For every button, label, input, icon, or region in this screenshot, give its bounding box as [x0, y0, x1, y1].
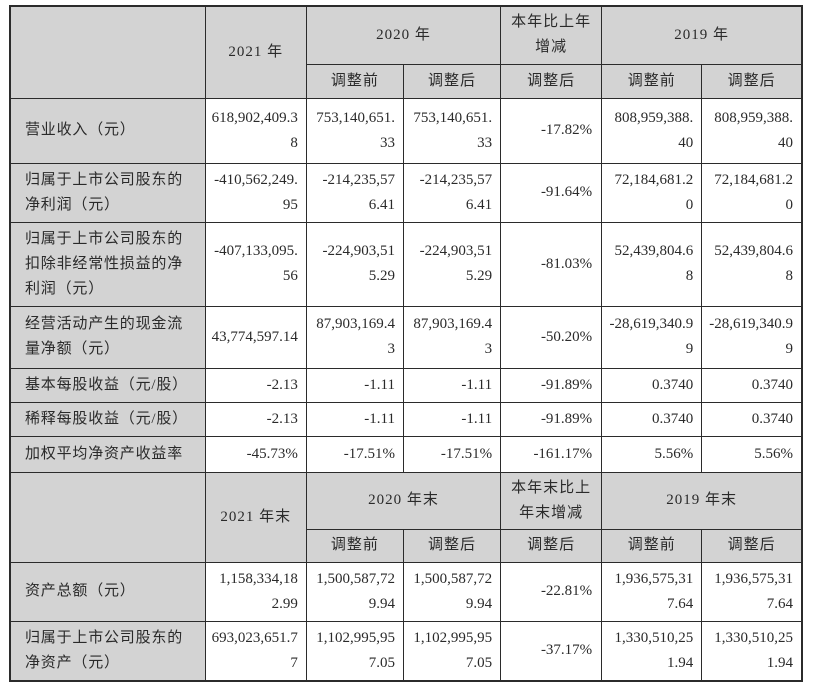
value-2020-before: -1.11: [305, 367, 404, 403]
value-2019-before: 1,330,510,251.94: [601, 620, 703, 682]
subheader-2020-adjust-after: 调整后: [402, 63, 502, 99]
value-2019-after: 72,184,681.20: [701, 162, 803, 223]
value-2021: 618,902,409.38: [204, 97, 307, 164]
balance-adjust-header-row: 调整前 调整后 调整后 调整前 调整后: [10, 528, 803, 563]
row-label: 营业收入（元）: [9, 97, 206, 164]
table-row-net-profit: 归属于上市公司股东的净利润（元） -410,562,249.95 -214,23…: [9, 162, 803, 223]
value-2020-before: -17.51%: [305, 435, 404, 473]
value-2019-before: 1,936,575,317.64: [601, 561, 703, 622]
value-2019-before: 52,439,804.68: [601, 221, 703, 307]
col-header-2020: 2020 年: [305, 5, 502, 65]
table-row-total-assets: 资产总额（元） 1,158,334,182.99 1,500,587,729.9…: [9, 561, 803, 622]
row-label: 归属于上市公司股东的扣除非经常性损益的净利润（元）: [9, 221, 206, 307]
value-2019-after: 1,330,510,251.94: [701, 620, 803, 682]
table-row-diluted-eps: 稀释每股收益（元/股） -2.13 -1.11 -1.11 -91.89% 0.…: [9, 401, 803, 437]
col-header-2021: 2021 年: [204, 5, 307, 99]
value-2020-before: 753,140,651.33: [305, 97, 404, 164]
row-label: 经营活动产生的现金流量净额（元）: [9, 305, 206, 369]
value-2019-before: 72,184,681.20: [601, 162, 703, 223]
value-change: -81.03%: [500, 221, 603, 307]
table-row-operating-cash-flow: 经营活动产生的现金流量净额（元） 43,774,597.14 87,903,16…: [9, 305, 803, 369]
value-2019-after: 5.56%: [701, 435, 803, 473]
value-2021: -2.13: [204, 367, 307, 403]
col-header-2019: 2019 年: [601, 5, 803, 65]
value-2019-before: -28,619,340.99: [601, 305, 703, 369]
value-change: -91.89%: [500, 367, 603, 403]
value-2019-after: 52,439,804.68: [701, 221, 803, 307]
subheader-2019-adjust-after: 调整后: [701, 528, 803, 563]
value-2020-before: -214,235,576.41: [305, 162, 404, 223]
value-2020-before: 87,903,169.43: [305, 305, 404, 369]
value-2020-after: -17.51%: [402, 435, 502, 473]
value-change: -161.17%: [500, 435, 603, 473]
value-2020-after: -224,903,515.29: [402, 221, 502, 307]
subheader-2019-adjust-before: 调整前: [601, 63, 703, 99]
balance-period-header-row: 2021 年末 2020 年末 本年末比上年末增减 2019 年末: [9, 471, 803, 563]
subheader-2020-adjust-after: 调整后: [402, 528, 502, 563]
value-2021: 1,158,334,182.99: [204, 561, 307, 622]
value-2019-after: 0.3740: [701, 367, 803, 403]
value-change: -37.17%: [500, 620, 603, 682]
value-change: -50.20%: [500, 305, 603, 369]
value-change: -22.81%: [500, 561, 603, 622]
row-label: 资产总额（元）: [9, 561, 206, 622]
key-financials-table: 2021 年 2020 年 本年比上年增减 2019 年 调整前 调整后 调整后…: [9, 5, 803, 682]
table-row-net-profit-excl-nonrecurring: 归属于上市公司股东的扣除非经常性损益的净利润（元） -407,133,095.5…: [9, 221, 803, 307]
value-2021: -407,133,095.56: [204, 221, 307, 307]
row-label: 归属于上市公司股东的净资产（元）: [9, 620, 206, 682]
col-header-2019-end: 2019 年末: [601, 471, 803, 530]
value-2020-before: -1.11: [305, 401, 404, 437]
value-2021: -410,562,249.95: [204, 162, 307, 223]
value-2020-after: -1.11: [402, 367, 502, 403]
value-2021: 693,023,651.77: [204, 620, 307, 682]
subheader-2020-adjust-before: 调整前: [305, 63, 404, 99]
col-header-yoy-change: 本年比上年增减: [500, 5, 603, 65]
value-2021: -2.13: [204, 401, 307, 437]
col-header-2021-end: 2021 年末: [204, 471, 307, 563]
value-2019-after: 808,959,388.40: [701, 97, 803, 164]
value-2021: 43,774,597.14: [204, 305, 307, 369]
value-2020-after: -214,235,576.41: [402, 162, 502, 223]
value-change: -17.82%: [500, 97, 603, 164]
value-change: -91.64%: [500, 162, 603, 223]
row-label: 稀释每股收益（元/股）: [9, 401, 206, 437]
col-header-yoy-end-change: 本年末比上年末增减: [500, 471, 603, 530]
value-2020-after: -1.11: [402, 401, 502, 437]
value-2020-before: 1,102,995,957.05: [305, 620, 404, 682]
corner-cell: [9, 5, 206, 99]
row-label: 加权平均净资产收益率: [9, 435, 206, 473]
subheader-change-adjust-after: 调整后: [500, 528, 603, 563]
table-row-revenue: 营业收入（元） 618,902,409.38 753,140,651.33 75…: [9, 97, 803, 164]
value-2019-before: 808,959,388.40: [601, 97, 703, 164]
subheader-change-adjust-after: 调整后: [500, 63, 603, 99]
value-2019-before: 0.3740: [601, 367, 703, 403]
value-2019-after: 1,936,575,317.64: [701, 561, 803, 622]
value-2019-after: -28,619,340.99: [701, 305, 803, 369]
subheader-2019-adjust-before: 调整前: [601, 528, 703, 563]
col-header-2020-end: 2020 年末: [305, 471, 502, 530]
subheader-2020-adjust-before: 调整前: [305, 528, 404, 563]
value-change: -91.89%: [500, 401, 603, 437]
value-2020-after: 87,903,169.43: [402, 305, 502, 369]
income-adjust-header-row: 调整前 调整后 调整后 调整前 调整后: [10, 63, 803, 99]
table-row-weighted-avg-roe: 加权平均净资产收益率 -45.73% -17.51% -17.51% -161.…: [9, 435, 803, 473]
value-2020-after: 753,140,651.33: [402, 97, 502, 164]
table-row-basic-eps: 基本每股收益（元/股） -2.13 -1.11 -1.11 -91.89% 0.…: [9, 367, 803, 403]
value-2020-before: 1,500,587,729.94: [305, 561, 404, 622]
value-2019-after: 0.3740: [701, 401, 803, 437]
corner-cell: [9, 471, 206, 563]
row-label: 归属于上市公司股东的净利润（元）: [9, 162, 206, 223]
value-2019-before: 0.3740: [601, 401, 703, 437]
subheader-2019-adjust-after: 调整后: [701, 63, 803, 99]
table-row-net-assets: 归属于上市公司股东的净资产（元） 693,023,651.77 1,102,99…: [9, 620, 803, 682]
value-2019-before: 5.56%: [601, 435, 703, 473]
value-2021: -45.73%: [204, 435, 307, 473]
value-2020-after: 1,102,995,957.05: [402, 620, 502, 682]
row-label: 基本每股收益（元/股）: [9, 367, 206, 403]
income-period-header-row: 2021 年 2020 年 本年比上年增减 2019 年: [9, 5, 803, 99]
value-2020-after: 1,500,587,729.94: [402, 561, 502, 622]
value-2020-before: -224,903,515.29: [305, 221, 404, 307]
